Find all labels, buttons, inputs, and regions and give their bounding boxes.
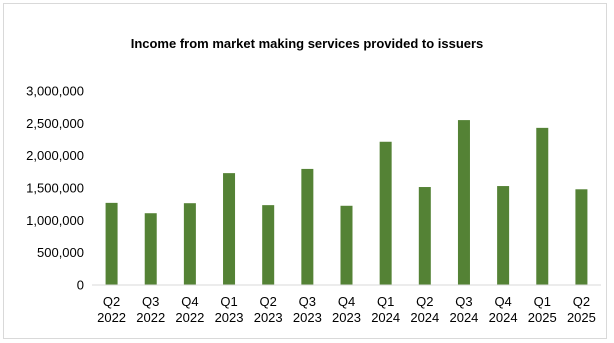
x-tick-label-quarter: Q4 (338, 294, 355, 309)
bar (536, 127, 549, 285)
x-tick-label-year: 2023 (293, 310, 322, 325)
bar (575, 189, 588, 285)
y-axis-labels: 0 500,000 1,000,000 1,500,000 2,000,000 2,500… (26, 84, 84, 293)
bar (262, 205, 275, 285)
y-tick-label: 1,500,000 (26, 181, 84, 196)
x-tick-label-quarter: Q4 (181, 294, 198, 309)
y-tick-label: 1,000,000 (26, 213, 84, 228)
y-tick-label: 2,500,000 (26, 116, 84, 131)
chart-title: Income from market making services provi… (130, 36, 484, 51)
y-tick-label: 2,000,000 (26, 148, 84, 163)
x-tick-label-year: 2023 (215, 310, 244, 325)
x-axis-labels: Q22022Q32022Q42022Q12023Q22023Q32023Q420… (97, 294, 596, 325)
bars (105, 120, 588, 285)
y-tick-label: 500,000 (37, 245, 84, 260)
x-tick-label-year: 2025 (528, 310, 557, 325)
x-tick-label-quarter: Q3 (299, 294, 316, 309)
y-tick-label: 3,000,000 (26, 84, 84, 99)
y-tick-label: 0 (77, 278, 84, 293)
x-tick-label-year: 2022 (175, 310, 204, 325)
x-tick-label-quarter: Q1 (534, 294, 551, 309)
x-tick-label-quarter: Q2 (103, 294, 120, 309)
x-tick-label-quarter: Q3 (142, 294, 159, 309)
bar (379, 141, 392, 285)
x-tick-label-year: 2023 (332, 310, 361, 325)
x-tick-label-quarter: Q2 (260, 294, 277, 309)
bar (105, 202, 118, 285)
bar (497, 186, 510, 285)
x-tick-label-year: 2024 (449, 310, 478, 325)
bar (418, 187, 431, 285)
x-tick-label-quarter: Q4 (494, 294, 511, 309)
x-tick-label-quarter: Q1 (220, 294, 237, 309)
x-tick-label-quarter: Q2 (416, 294, 433, 309)
bar (144, 213, 157, 285)
bar (457, 120, 470, 285)
x-tick-label-year: 2024 (489, 310, 518, 325)
x-tick-label-year: 2022 (97, 310, 126, 325)
x-tick-label-quarter: Q3 (455, 294, 472, 309)
x-tick-label-year: 2024 (371, 310, 400, 325)
bar (223, 173, 236, 285)
x-tick-label-year: 2022 (136, 310, 165, 325)
x-tick-label-year: 2024 (410, 310, 439, 325)
x-tick-label-quarter: Q2 (573, 294, 590, 309)
bar (340, 205, 353, 285)
x-tick-label-year: 2025 (567, 310, 596, 325)
x-tick-label-quarter: Q1 (377, 294, 394, 309)
x-tick-label-year: 2023 (254, 310, 283, 325)
bar (301, 168, 314, 285)
bar (183, 203, 196, 285)
